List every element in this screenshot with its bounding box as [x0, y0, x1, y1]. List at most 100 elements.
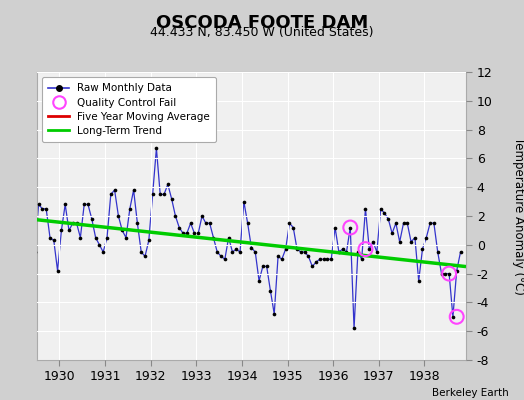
Point — [289, 224, 298, 231]
Point — [441, 270, 450, 277]
Point — [346, 224, 354, 231]
Point — [69, 220, 77, 226]
Point — [335, 249, 343, 255]
Point — [365, 246, 374, 252]
Point — [205, 220, 214, 226]
Point — [354, 249, 362, 255]
Point — [445, 270, 453, 277]
Point — [426, 220, 434, 226]
Point — [53, 268, 62, 274]
Point — [183, 230, 191, 236]
Point — [407, 239, 415, 245]
Point — [339, 246, 347, 252]
Point — [445, 270, 453, 277]
Point — [194, 230, 202, 236]
Point — [126, 206, 134, 212]
Point — [327, 256, 335, 262]
Point — [72, 220, 81, 226]
Point — [167, 196, 176, 202]
Point — [232, 246, 241, 252]
Point — [392, 220, 400, 226]
Point — [42, 206, 50, 212]
Point — [350, 325, 358, 332]
Point — [160, 191, 168, 198]
Point — [247, 244, 256, 251]
Point — [179, 230, 187, 236]
Point — [430, 220, 438, 226]
Point — [190, 230, 199, 236]
Point — [278, 256, 286, 262]
Point — [91, 234, 100, 241]
Point — [293, 246, 301, 252]
Point — [244, 220, 252, 226]
Point — [141, 253, 149, 260]
Point — [453, 314, 461, 320]
Point — [323, 256, 332, 262]
Point — [133, 220, 141, 226]
Point — [137, 249, 146, 255]
Point — [103, 234, 111, 241]
Point — [129, 187, 138, 193]
Point — [259, 263, 267, 270]
Point — [369, 239, 377, 245]
Point — [175, 224, 183, 231]
Point — [50, 237, 58, 244]
Point — [456, 249, 465, 255]
Point — [95, 242, 104, 248]
Point — [76, 234, 84, 241]
Point — [399, 220, 408, 226]
Point — [361, 206, 369, 212]
Point — [198, 213, 206, 219]
Point — [209, 234, 217, 241]
Point — [449, 314, 457, 320]
Point — [35, 201, 43, 208]
Text: Berkeley Earth: Berkeley Earth — [432, 388, 508, 398]
Point — [106, 191, 115, 198]
Point — [152, 145, 161, 152]
Point — [453, 268, 461, 274]
Point — [19, 263, 28, 270]
Point — [251, 249, 259, 255]
Point — [23, 268, 31, 274]
Point — [228, 249, 237, 255]
Point — [30, 249, 39, 255]
Point — [221, 256, 229, 262]
Point — [414, 278, 423, 284]
Point — [263, 263, 271, 270]
Point — [266, 288, 275, 294]
Point — [308, 263, 316, 270]
Point — [331, 224, 339, 231]
Point — [145, 237, 153, 244]
Point — [38, 206, 47, 212]
Point — [27, 263, 35, 270]
Y-axis label: Temperature Anomaly (°C): Temperature Anomaly (°C) — [512, 137, 524, 295]
Point — [88, 216, 96, 222]
Point — [373, 249, 381, 255]
Point — [270, 311, 278, 317]
Point — [342, 249, 351, 255]
Point — [99, 249, 107, 255]
Point — [148, 191, 157, 198]
Point — [111, 187, 119, 193]
Point — [46, 234, 54, 241]
Legend: Raw Monthly Data, Quality Control Fail, Five Year Moving Average, Long-Term Tren: Raw Monthly Data, Quality Control Fail, … — [42, 77, 216, 142]
Point — [187, 220, 195, 226]
Point — [312, 259, 320, 265]
Point — [411, 234, 419, 241]
Point — [361, 246, 369, 252]
Point — [171, 213, 180, 219]
Point — [320, 256, 328, 262]
Point — [380, 210, 389, 216]
Point — [114, 213, 123, 219]
Point — [422, 234, 431, 241]
Point — [418, 246, 427, 252]
Point — [384, 216, 392, 222]
Point — [274, 253, 282, 260]
Point — [346, 224, 354, 231]
Point — [239, 198, 248, 205]
Point — [300, 249, 309, 255]
Point — [255, 278, 263, 284]
Point — [65, 227, 73, 234]
Point — [163, 181, 172, 188]
Point — [224, 234, 233, 241]
